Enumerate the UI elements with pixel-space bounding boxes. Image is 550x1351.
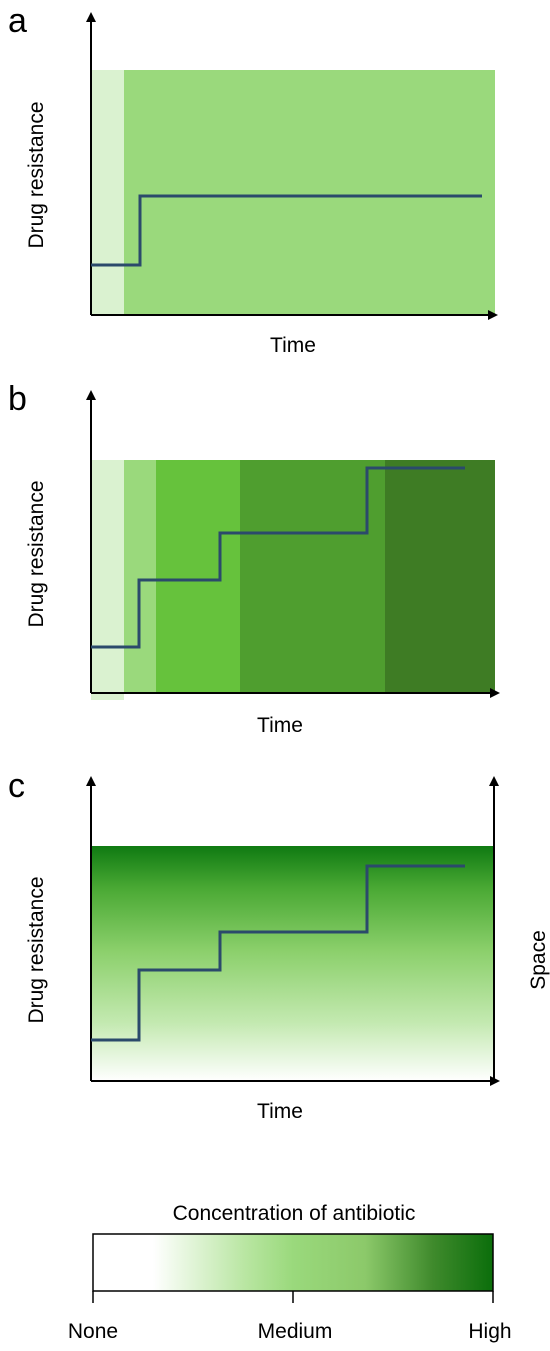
panel-b-y-label: Drug resistance [25,480,48,627]
panel-b-bg-light [124,460,156,693]
panel-b-bg-medium [156,460,240,693]
panel-b-bg-none [91,460,124,700]
legend-color-bar [92,1233,494,1292]
panel-c-y-label: Drug resistance [25,876,48,1023]
panel-a-x-label: Time [270,334,316,357]
legend-title: Concentration of antibiotic [173,1202,416,1225]
panel-b-letter: b [8,380,27,418]
concentration-legend: Concentration of antibiotic None Medium … [68,1202,512,1343]
panel-a-letter: a [8,2,27,40]
panel-b: b Drug resistance Time [8,380,500,737]
panel-c-right-label: Space [527,930,550,990]
panel-c-bg-gradient [91,846,494,1081]
panel-b-bg-darker [385,460,495,693]
panel-b-bg-dark [240,460,385,693]
panel-c-letter: c [8,767,25,805]
legend-label-medium: Medium [258,1320,333,1343]
panel-a-y-label: Drug resistance [25,101,48,248]
panel-c-x-label: Time [257,1100,303,1123]
panel-c-resistance-line [91,864,465,1042]
panel-b-x-label: Time [257,714,303,737]
panel-a: a Drug resistance Time [8,2,498,357]
legend-label-none: None [68,1320,118,1343]
panel-b-resistance-line [91,466,465,649]
panel-a-bg-none [91,70,124,315]
panel-a-resistance-line [91,194,482,267]
panel-c: c Drug resistance Time Space [8,767,550,1123]
panel-a-bg-light [124,70,495,315]
legend-label-high: High [468,1320,511,1343]
